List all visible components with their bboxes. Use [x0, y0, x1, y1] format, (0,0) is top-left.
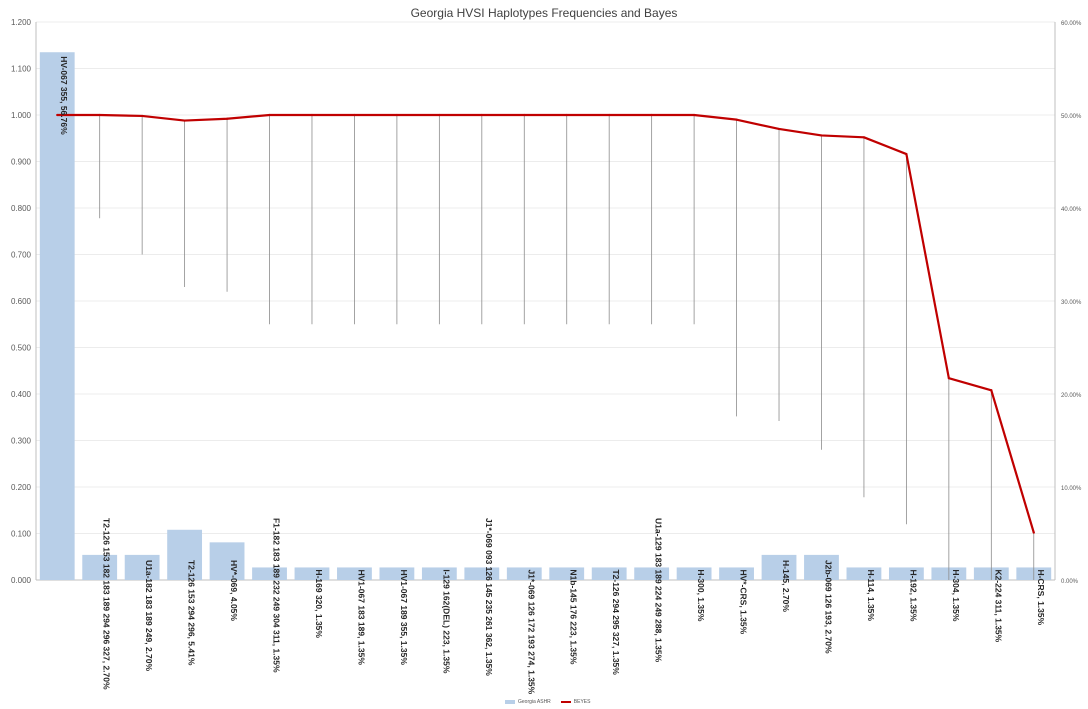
x-category-label: J2b-069 126 193, 2.70%: [823, 560, 833, 654]
bar: [846, 567, 882, 580]
line-point: [905, 152, 908, 156]
line-point: [693, 113, 696, 117]
bar: [82, 554, 118, 580]
x-category-label: N1b-145 176 223, 1.35%: [569, 569, 579, 664]
x-category-label: J1*-069 126 172 193 274, 1.35%: [526, 569, 536, 694]
bar: [676, 567, 712, 580]
line-point: [523, 113, 526, 117]
x-category-label: T2-126 153 182 183 189 294 296 327, 2.70…: [102, 518, 112, 690]
y-right-tick-label: 30.00%: [1061, 300, 1082, 306]
y-right-tick-label: 0.00%: [1061, 579, 1079, 585]
x-category-label: F1-182 183 189 232 249 304 311, 1.35%: [272, 518, 282, 673]
line-point: [862, 136, 866, 139]
y-left-tick-label: 1.100: [11, 65, 32, 74]
line-point: [268, 113, 271, 117]
x-category-label: U1a-182 183 189 249, 2.70%: [144, 560, 154, 672]
line-point: [56, 113, 59, 117]
legend-line-swatch: [560, 701, 571, 703]
line-point: [650, 113, 653, 117]
y-right-tick-label: 50.00%: [1061, 114, 1082, 120]
x-category-label: HV1-067 183 189, 1.35%: [356, 569, 366, 665]
x-category-label: I-129 162(DEL) 223, 1.35%: [441, 569, 451, 673]
line-point: [990, 389, 993, 392]
x-category-label: HV-067 355, 56.76%: [59, 56, 69, 135]
line-point: [141, 114, 144, 118]
line-point: [395, 113, 398, 117]
line-point: [777, 127, 781, 131]
y-right-tick-label: 60.00%: [1061, 21, 1082, 27]
x-category-label: T2-126 294 295 327, 1.35%: [611, 569, 621, 675]
x-category-label: HV*-069, 4.05%: [229, 560, 239, 621]
y-left-tick-label: 0.300: [11, 437, 32, 446]
bar: [421, 567, 457, 580]
x-category-label: K2-224 311, 1.35%: [993, 569, 1003, 642]
y-left-tick-label: 1.000: [11, 111, 32, 120]
line-point: [820, 134, 823, 137]
line-point: [1032, 531, 1035, 534]
x-category-label: H-169 320, 1.35%: [314, 569, 324, 638]
bar: [294, 567, 330, 580]
y-left-tick-label: 0.600: [11, 297, 32, 306]
bar: [379, 567, 415, 580]
line-point: [565, 113, 568, 117]
x-category-label: T2-126 153 294 296, 5.41%: [187, 560, 197, 666]
bar: [549, 567, 585, 580]
bar: [506, 567, 542, 580]
x-category-label: H-192, 1.35%: [908, 569, 918, 621]
bar: [634, 567, 670, 580]
legend-item-line: BEYES: [560, 699, 591, 705]
y-left-tick-label: 0.000: [11, 576, 32, 585]
line-point: [735, 118, 738, 121]
line-point: [480, 113, 483, 117]
line-point: [608, 113, 611, 117]
y-right-tick-label: 40.00%: [1061, 207, 1082, 213]
x-category-label: HV1-067 189 355, 1.35%: [399, 569, 409, 665]
y-right-tick-label: 10.00%: [1061, 486, 1082, 492]
x-category-label: H-114, 1.35%: [866, 569, 876, 621]
line-point: [183, 119, 186, 122]
line-point: [310, 113, 314, 117]
y-left-tick-label: 0.400: [11, 390, 32, 399]
y-left-tick-label: 0.200: [11, 483, 32, 492]
chart-title: Georgia HVSI Haplotypes Frequencies and …: [410, 6, 678, 20]
x-category-label: H-304, 1.35%: [951, 569, 961, 621]
bar: [719, 567, 754, 580]
bar: [252, 567, 287, 580]
y-left-tick-label: 1.200: [11, 18, 32, 27]
bar: [39, 52, 75, 581]
line-point: [225, 117, 229, 120]
bar: [888, 567, 924, 580]
y-left-tick-label: 0.900: [11, 158, 32, 167]
bar: [761, 554, 797, 580]
bar: [337, 567, 372, 580]
line-point: [353, 113, 356, 117]
y-right-tick-label: 20.00%: [1061, 393, 1082, 399]
legend-item-bar: Georgia ASHR: [505, 699, 551, 705]
legend-bar-swatch: [505, 700, 515, 704]
line-point: [438, 113, 441, 117]
bar: [591, 567, 627, 580]
x-category-label: HV*-CRS, 1.35%: [739, 569, 749, 634]
bar: [209, 542, 245, 580]
series-line: [57, 113, 1035, 533]
legend-bar-label: Georgia ASHR: [518, 699, 551, 705]
y-left-tick-label: 0.500: [11, 344, 32, 353]
legend: Georgia ASHR BEYES: [505, 699, 590, 705]
x-category-label: J1*-069 093 126 145 235 261 362, 1.35%: [484, 518, 494, 676]
x-category-label: H-300, 1.35%: [696, 569, 706, 621]
bar: [804, 554, 839, 580]
legend-line-label: BEYES: [573, 699, 591, 705]
x-category-label: U1a-129 183 189 224 249 288, 1.35%: [654, 518, 664, 663]
bar: [464, 567, 500, 580]
x-category-label: H-145, 2.70%: [781, 560, 791, 612]
y-left-tick-label: 0.700: [11, 251, 32, 260]
bar: [124, 554, 160, 580]
x-category-label: H-CRS, 1.35%: [1036, 569, 1046, 625]
line-point: [98, 113, 101, 117]
line-point: [947, 377, 950, 380]
y-left-tick-label: 0.100: [11, 530, 32, 539]
y-left-tick-label: 0.800: [11, 204, 32, 213]
bar: [167, 529, 203, 580]
